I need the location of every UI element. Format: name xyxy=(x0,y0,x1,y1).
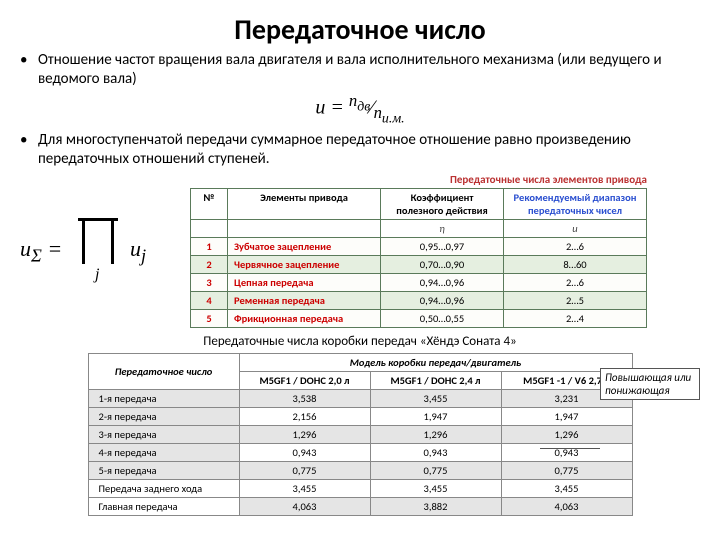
table-cell: 0,50…0,55 xyxy=(381,309,504,327)
table-gearbox: Передаточное числоМодель коробки передач… xyxy=(88,353,633,516)
formula-product-right: uj xyxy=(130,236,146,266)
table-cell: 1,296 xyxy=(239,425,370,443)
table-cell: 0,943 xyxy=(239,443,370,461)
table-cell: Передача заднего хода xyxy=(88,479,239,497)
note-connector xyxy=(540,448,600,449)
table1-header-cell: Рекомендуемый диапазон передаточных чисе… xyxy=(504,188,647,219)
table-cell: 1,296 xyxy=(370,425,501,443)
formula-product-left: uΣ = xyxy=(20,236,62,266)
table2-model-cell: M5GF1 / DOHC 2,4 л xyxy=(370,371,501,389)
table-cell: 1,947 xyxy=(370,407,501,425)
bullet-1-text: Отношение частот вращения вала двигателя… xyxy=(38,51,700,89)
table1-header-cell: Коэффициент полезного действия xyxy=(381,188,504,219)
table-cell: 1 xyxy=(191,237,228,255)
table-cell: 5-я передача xyxy=(88,461,239,479)
table-cell: 3,455 xyxy=(370,389,501,407)
table-cell: 0,775 xyxy=(370,461,501,479)
table-cell: 3,455 xyxy=(370,479,501,497)
table-cell: 4,063 xyxy=(501,497,632,515)
table-cell: 3,455 xyxy=(239,479,370,497)
table-row: 3-я передача1,2961,2961,296 xyxy=(88,425,632,443)
table-cell: Цепная передача xyxy=(228,273,381,291)
product-symbol xyxy=(78,218,118,267)
table2-model-cell: M5GF1 / DOHC 2,0 л xyxy=(239,371,370,389)
table-cell: 3 xyxy=(191,273,228,291)
table-cell: Главная передача xyxy=(88,497,239,515)
bullet-2-text: Для многоступенчатой передачи суммарное … xyxy=(38,131,700,169)
table-cell: 8…60 xyxy=(504,255,647,273)
table-cell: 1,947 xyxy=(501,407,632,425)
table-cell: 0,943 xyxy=(501,443,632,461)
table-cell: Червячное зацепление xyxy=(228,255,381,273)
table1-header-cell: Элементы привода xyxy=(228,188,381,219)
table-cell: 4,063 xyxy=(239,497,370,515)
table1-symbol-row: ηu xyxy=(191,219,647,237)
bullet-dot: • xyxy=(20,131,38,169)
table-cell: Фрикционная передача xyxy=(228,309,381,327)
table-row: 5Фрикционная передача0,50…0,552…4 xyxy=(191,309,647,327)
table-cell: 0,70…0,90 xyxy=(381,255,504,273)
table-row: 5-я передача0,7750,7750,775 xyxy=(88,461,632,479)
table1-symbol-cell: η xyxy=(381,219,504,237)
bullet-1: • Отношение частот вращения вала двигате… xyxy=(20,51,700,89)
table-row: 1Зубчатое зацепление0,95…0,972…6 xyxy=(191,237,647,255)
table-cell: 5 xyxy=(191,309,228,327)
table-cell: 2 xyxy=(191,255,228,273)
table-row: 4Ременная передача0,94…0,962…5 xyxy=(191,291,647,309)
table1-header-row: №Элементы приводаКоэффициент полезного д… xyxy=(191,188,647,219)
table-cell: Ременная передача xyxy=(228,291,381,309)
table-cell: 3,882 xyxy=(370,497,501,515)
table-cell: 3-я передача xyxy=(88,425,239,443)
table-drive-elements: Передаточные числа элементов привода №Эл… xyxy=(190,173,647,328)
formula-u: u = nдв⁄nи.м. xyxy=(20,91,700,128)
table-cell: 2…6 xyxy=(504,237,647,255)
table-row: 1-я передача3,5383,4553,231 xyxy=(88,389,632,407)
table-cell: 2…4 xyxy=(504,309,647,327)
table-cell: 1-я передача xyxy=(88,389,239,407)
table1-symbol-cell xyxy=(191,219,228,237)
table-cell: 0,94…0,96 xyxy=(381,273,504,291)
table-row: 3Цепная передача0,94…0,962…6 xyxy=(191,273,647,291)
table-cell: Зубчатое зацепление xyxy=(228,237,381,255)
table-row: Передача заднего хода3,4553,4553,455 xyxy=(88,479,632,497)
table-cell: 0,775 xyxy=(239,461,370,479)
table-cell: 0,943 xyxy=(370,443,501,461)
table-cell: 0,775 xyxy=(501,461,632,479)
table-cell: 2,156 xyxy=(239,407,370,425)
table2-caption: Передаточные числа коробки передач «Хёнд… xyxy=(20,334,700,349)
table-cell: 2-я передача xyxy=(88,407,239,425)
bullet-2: • Для многоступенчатой передачи суммарно… xyxy=(20,131,700,169)
table1-header-cell: № xyxy=(191,188,228,219)
table2-header-cell: Передаточное число xyxy=(88,353,239,389)
table-cell: 2…5 xyxy=(504,291,647,309)
table-row: 2-я передача2,1561,9471,947 xyxy=(88,407,632,425)
table-row: 4-я передача0,9430,9430,943 xyxy=(88,443,632,461)
table2-header-cell: Модель коробки передач/двигатель xyxy=(239,353,632,371)
table-cell: 4-я передача xyxy=(88,443,239,461)
table-cell: 0,95…0,97 xyxy=(381,237,504,255)
table1-symbol-cell: u xyxy=(504,219,647,237)
table-cell: 0,94…0,96 xyxy=(381,291,504,309)
table-cell: 2…6 xyxy=(504,273,647,291)
table-row: 2Червячное зацепление0,70…0,908…60 xyxy=(191,255,647,273)
table1-caption: Передаточные числа элементов привода xyxy=(190,173,647,188)
table1-symbol-cell xyxy=(228,219,381,237)
formula-product-index: j xyxy=(95,266,99,284)
page-title: Передаточное число xyxy=(20,12,700,47)
table-cell: 4 xyxy=(191,291,228,309)
table-row: Главная передача4,0633,8824,063 xyxy=(88,497,632,515)
table-cell: 3,538 xyxy=(239,389,370,407)
formula-product: uΣ = j uj xyxy=(20,208,170,293)
table-cell: 1,296 xyxy=(501,425,632,443)
note-box: Повышающая или понижающая xyxy=(600,368,700,400)
table2-top-header: Передаточное числоМодель коробки передач… xyxy=(88,353,632,371)
bullet-dot: • xyxy=(20,51,38,89)
table-cell: 3,455 xyxy=(501,479,632,497)
